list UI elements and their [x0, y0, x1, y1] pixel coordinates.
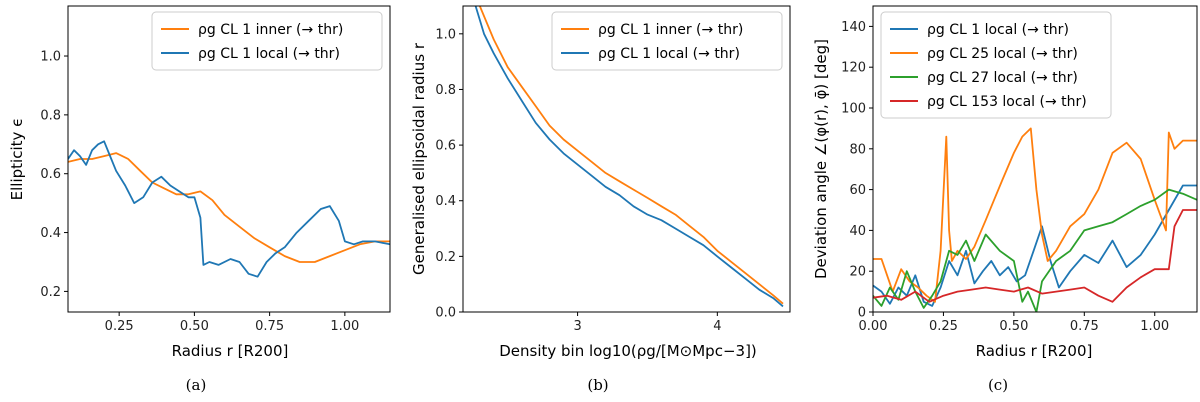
- y-tick-label: 0.8: [435, 83, 456, 98]
- x-tick-label: 3: [573, 319, 581, 334]
- x-axis-label: Density bin log10(ρg/[M⊙Mpc−3]): [499, 342, 757, 360]
- series-line-1: [68, 140, 390, 278]
- panel-caption: (c): [988, 376, 1008, 394]
- y-tick-label: 0.8: [40, 108, 61, 123]
- x-tick-label: 0.75: [255, 319, 284, 334]
- y-tick-label: 0.4: [40, 226, 61, 241]
- series-line-0: [68, 152, 390, 263]
- chart-panel-2: 0.00 0.25 0.50 0.75 1.00 0 20 40 60 80 100 120 140 Ra…: [812, 5, 1198, 394]
- series-line-3: [873, 209, 1197, 303]
- axes-frame: [462, 5, 791, 313]
- series-line-1: [873, 127, 1197, 303]
- x-tick-label: 1.00: [330, 319, 359, 334]
- y-tick-label: 140: [841, 20, 866, 35]
- y-axis-label: Ellipticity ϵ: [8, 118, 26, 201]
- y-tick-label: 20: [849, 265, 866, 280]
- y-tick-label: 100: [841, 102, 866, 117]
- x-tick-label: 4: [713, 319, 721, 334]
- legend-entry: ρg CL 1 local (→ thr): [598, 46, 740, 62]
- y-tick-label: 0.6: [435, 139, 456, 154]
- y-axis-label: Deviation angle ∠(φ(r), φ̄) [deg]: [812, 39, 830, 279]
- y-tick-label: 40: [849, 224, 866, 239]
- y-tick-label: 1.0: [435, 27, 456, 42]
- axes-frame: [67, 5, 391, 313]
- series-line-1: [474, 6, 784, 308]
- x-tick-label: 0.50: [999, 319, 1028, 334]
- panel-caption: (a): [186, 376, 207, 394]
- x-axis-label: Radius r [R200]: [976, 342, 1093, 360]
- chart-panel-1: 3 4 0.0 0.2 0.4 0.6 0.8 1.0 Density bin log10(ρg…: [410, 5, 791, 394]
- legend: ρg CL 1 local (→ thr) ρg CL 25 local (→ t…: [880, 11, 1112, 119]
- x-tick-label: 0.00: [859, 319, 888, 334]
- legend-entry: ρg CL 27 local (→ thr): [927, 70, 1078, 86]
- x-tick-label: 1.00: [1140, 319, 1169, 334]
- y-tick-label: 120: [841, 61, 866, 76]
- legend-entry: ρg CL 1 local (→ thr): [927, 22, 1069, 38]
- y-tick-label: 80: [849, 142, 866, 157]
- axes-frame: [872, 5, 1198, 313]
- x-tick-label: 0.25: [105, 319, 134, 334]
- y-tick-label: 0.6: [40, 167, 61, 182]
- y-tick-label: 0.2: [40, 285, 61, 300]
- y-tick-label: 1.0: [40, 50, 61, 65]
- legend-entry: ρg CL 153 local (→ thr): [927, 94, 1087, 110]
- panel-caption: (b): [587, 376, 608, 394]
- y-tick-label: 0.0: [435, 306, 456, 321]
- series-line-0: [478, 6, 784, 305]
- legend-box: [880, 11, 1112, 119]
- y-tick-label: 60: [849, 183, 866, 198]
- legend-entry: ρg CL 1 inner (→ thr): [198, 22, 343, 38]
- x-tick-label: 0.50: [180, 319, 209, 334]
- x-axis-label: Radius r [R200]: [172, 342, 289, 360]
- legend-box: [151, 11, 383, 71]
- y-axis-label: Generalised ellipsoidal radius r: [410, 42, 428, 275]
- legend-entry: ρg CL 25 local (→ thr): [927, 46, 1078, 62]
- series-line-0: [873, 184, 1197, 307]
- legend-entry: ρg CL 1 inner (→ thr): [598, 22, 743, 38]
- legend: ρg CL 1 inner (→ thr) ρg CL 1 local (→ th…: [551, 11, 783, 71]
- legend-entry: ρg CL 1 local (→ thr): [198, 46, 340, 62]
- x-tick-label: 0.75: [1070, 319, 1099, 334]
- x-tick-label: 0.25: [929, 319, 958, 334]
- chart-panel-0: 0.25 0.50 0.75 1.00 0.2 0.4 0.6 0.8 1.0 Radius r …: [8, 5, 391, 394]
- y-tick-label: 0.4: [435, 194, 456, 209]
- legend-box: [551, 11, 783, 71]
- y-tick-label: 0: [858, 306, 866, 321]
- legend: ρg CL 1 inner (→ thr) ρg CL 1 local (→ th…: [151, 11, 383, 71]
- y-tick-label: 0.2: [435, 250, 456, 265]
